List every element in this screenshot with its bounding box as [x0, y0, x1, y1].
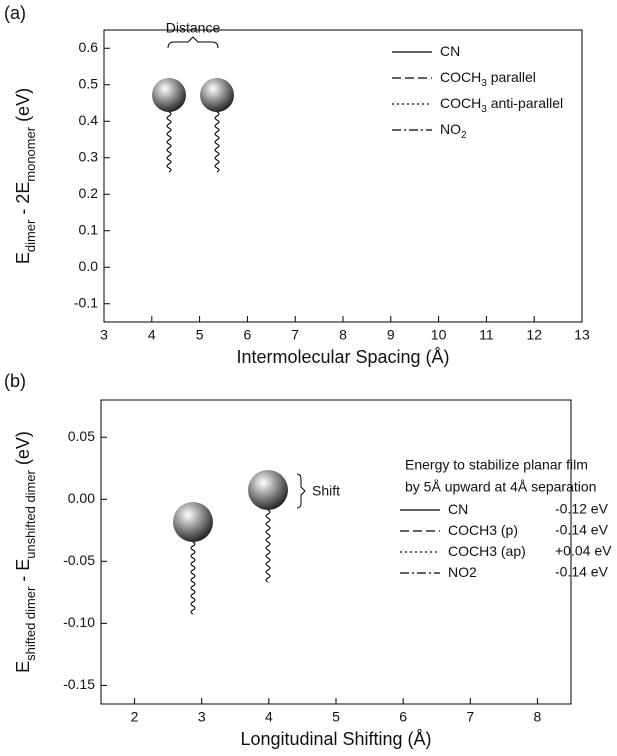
y-axis-label-part: shifted dimer [23, 586, 38, 661]
x-tick-label: 3 [100, 327, 108, 343]
x-axis-label: Longitudinal Shifting (Å) [240, 729, 431, 749]
legend-label-part: COCH [440, 69, 481, 85]
legend-label-part: COCH3 (p) [448, 522, 518, 538]
molecule-tail [190, 541, 196, 615]
x-tick-label: 11 [479, 327, 494, 343]
molecule-head [173, 502, 213, 542]
x-axis-label: Intermolecular Spacing (Å) [236, 347, 449, 367]
legend-label-part: CN [448, 501, 468, 517]
bracket [296, 473, 306, 509]
y-axis-label-part: E [13, 661, 33, 673]
legend-label-part: anti-parallel [487, 95, 563, 111]
molecule-tail [214, 111, 220, 173]
y-axis-label-part: (eV) [13, 88, 33, 127]
legend-label: NO2 [448, 564, 477, 580]
legend-label: CN [440, 43, 460, 59]
y-tick-label: 0.00 [68, 490, 95, 506]
legend-label-part: NO2 [448, 564, 477, 580]
y-tick-label: 0.05 [68, 428, 95, 444]
x-tick-label: 10 [431, 327, 447, 343]
legend-label: COCH3 parallel [440, 69, 536, 89]
legend-label-part: NO [440, 121, 461, 137]
legend-label-part: 3 [481, 104, 487, 115]
panel-label: (a) [4, 3, 26, 23]
y-axis-label-part: monomer [23, 126, 38, 181]
y-tick-label: 0.4 [79, 112, 99, 128]
x-tick-label: 3 [198, 709, 206, 725]
y-tick-label: 0.1 [79, 221, 99, 237]
legend-note: -0.14 eV [555, 564, 609, 580]
x-tick-label: 6 [244, 327, 252, 343]
x-tick-label: 6 [399, 709, 407, 725]
legend-label: COCH3 (p) [448, 522, 518, 538]
y-tick-label: 0.5 [79, 75, 99, 91]
x-tick-label: 2 [131, 709, 139, 725]
legend-label-part: COCH [440, 95, 481, 111]
legend-label: CN [448, 501, 468, 517]
x-tick-label: 7 [291, 327, 299, 343]
y-axis-label: Eshifted dimer - Eunshifted dimer (eV) [13, 431, 38, 673]
x-tick-label: 4 [265, 709, 273, 725]
x-tick-label: 8 [339, 327, 347, 343]
legend-title: by 5Å upward at 4Å separation [405, 479, 596, 495]
panel-label: (b) [4, 371, 26, 391]
y-axis-label: Edimer - 2Emonomer (eV) [13, 88, 38, 264]
molecule-head [200, 78, 234, 112]
legend-note: -0.12 eV [555, 501, 609, 517]
x-tick-label: 7 [466, 709, 474, 725]
molecule-head [248, 470, 288, 510]
molecule-tail [265, 509, 271, 583]
bracket [167, 36, 219, 49]
y-axis-label-part: E [13, 252, 33, 264]
y-tick-label: -0.1 [74, 294, 98, 310]
legend-label-part: 3 [481, 78, 487, 89]
legend-note: -0.14 eV [555, 522, 609, 538]
y-tick-label: 0.0 [79, 258, 99, 274]
legend-label-part: CN [440, 43, 460, 59]
y-tick-label: -0.05 [63, 552, 95, 568]
x-tick-label: 5 [196, 327, 204, 343]
y-tick-label: -0.10 [63, 614, 95, 630]
y-tick-label: 0.2 [79, 185, 99, 201]
molecule-tail [166, 111, 172, 173]
x-tick-label: 9 [387, 327, 395, 343]
molecule-head [152, 78, 186, 112]
x-tick-label: 12 [526, 327, 542, 343]
legend-title: Energy to stabilize planar film [405, 457, 588, 473]
legend-label-part: 2 [461, 130, 467, 141]
legend-label-part: parallel [487, 69, 536, 85]
legend-label-part: COCH3 (ap) [448, 543, 526, 559]
y-axis-label-part: unshifted dimer [23, 469, 38, 558]
annotation: Distance [166, 20, 221, 36]
legend-label: NO2 [440, 121, 467, 141]
y-axis-label-part: (eV) [13, 431, 33, 470]
y-axis-label-part: - E [13, 559, 33, 587]
legend-label: COCH3 anti-parallel [440, 95, 563, 115]
y-tick-label: 0.6 [79, 39, 99, 55]
x-tick-label: 4 [148, 327, 156, 343]
y-tick-label: -0.15 [63, 676, 95, 692]
x-tick-label: 5 [332, 709, 340, 725]
y-tick-label: 0.3 [79, 148, 99, 164]
legend-note: +0.04 eV [555, 543, 612, 559]
y-axis-label-part: dimer [23, 219, 38, 252]
y-axis-label-part: - 2E [13, 182, 33, 220]
x-tick-label: 8 [534, 709, 542, 725]
legend-label: COCH3 (ap) [448, 543, 526, 559]
x-tick-label: 13 [574, 327, 590, 343]
annotation: Shift [312, 483, 340, 499]
